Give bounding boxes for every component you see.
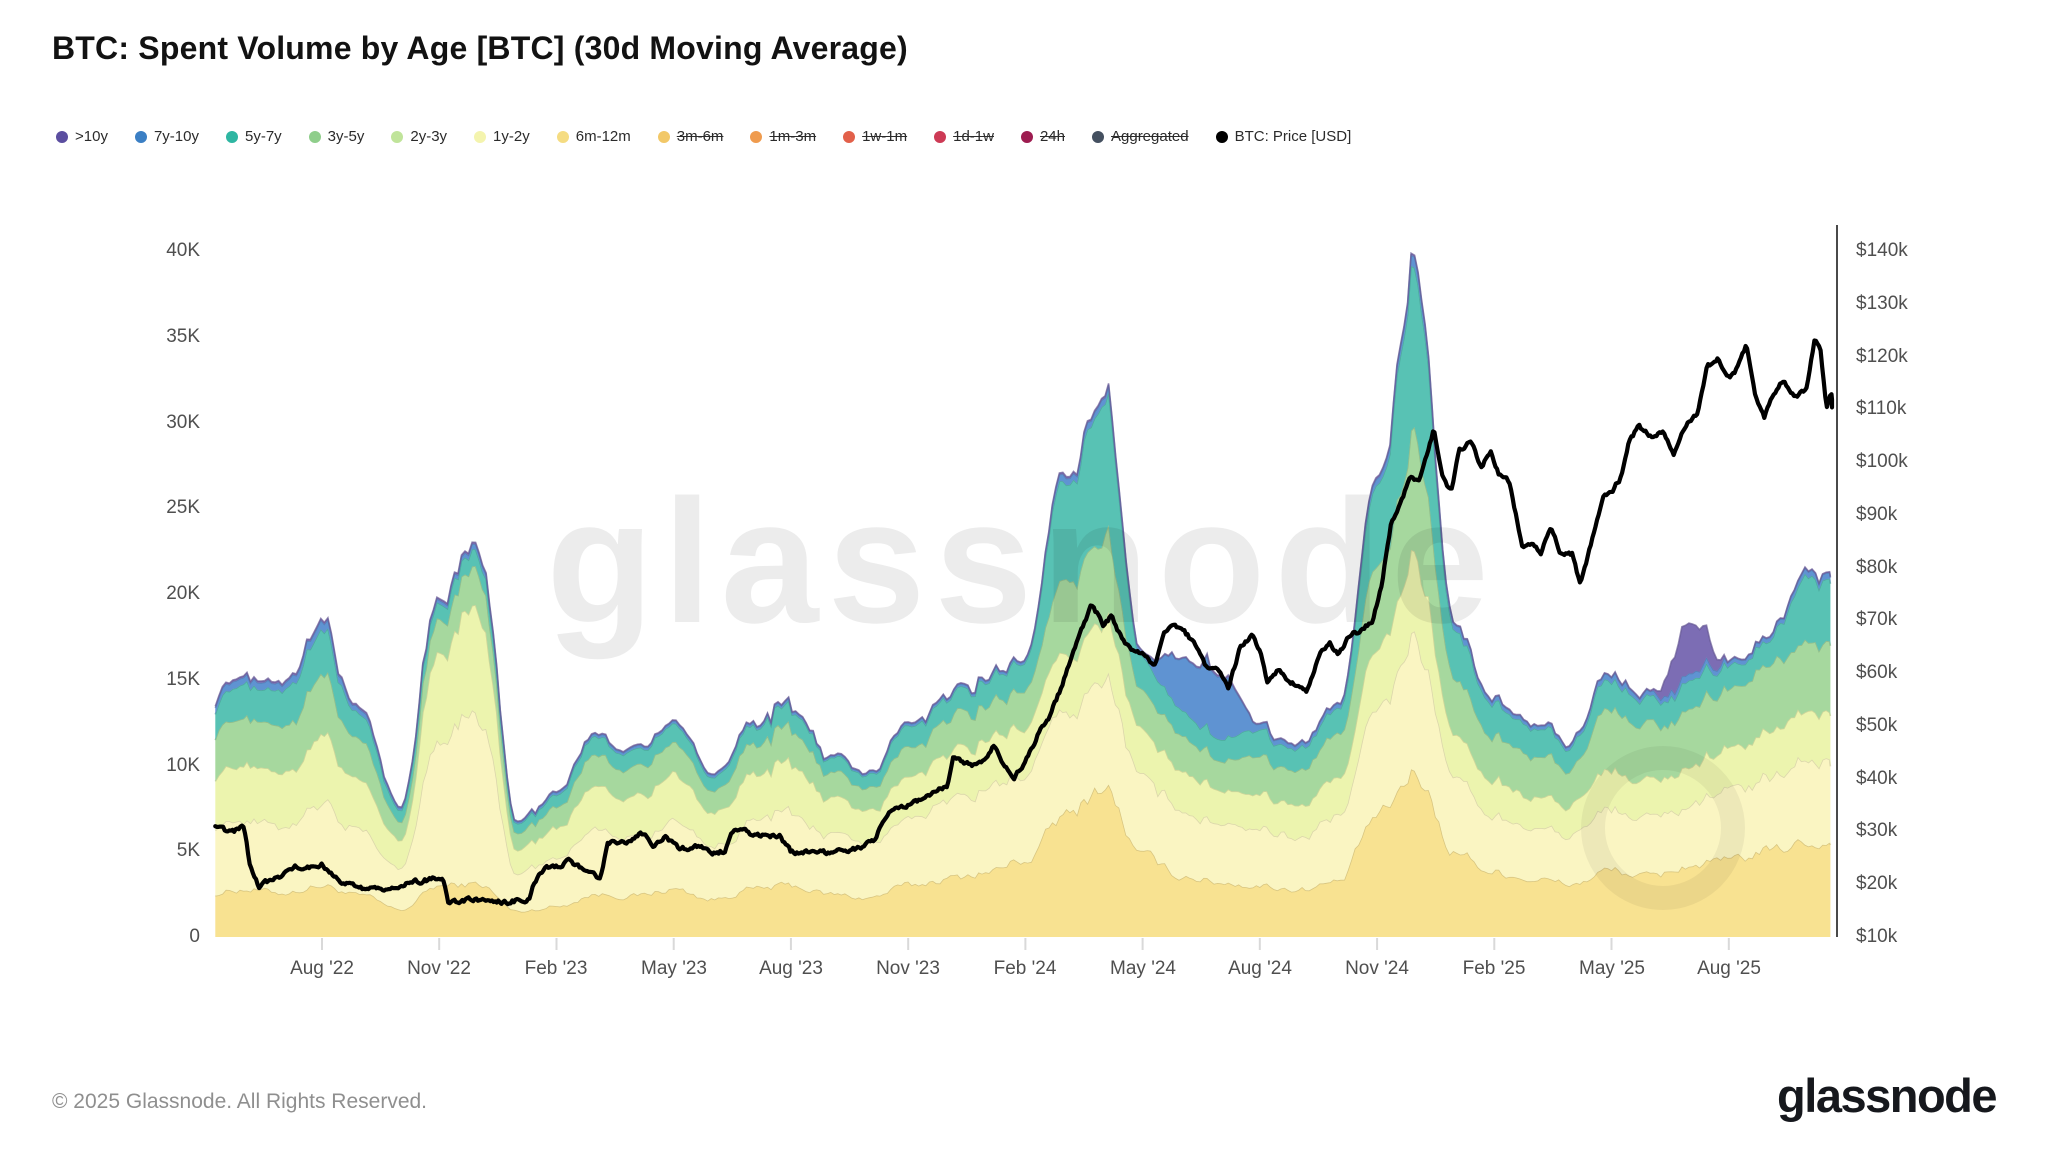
legend-dot-1m-3m: [750, 130, 763, 143]
x-axis-label-4: Aug '23: [759, 958, 823, 979]
legend-item-5y-7y[interactable]: 5y-7y: [225, 128, 282, 145]
x-axis-label-7: May '24: [1110, 958, 1176, 979]
left-axis-label-20K: 20K: [166, 583, 200, 604]
legend-item-1y-2y[interactable]: 1y-2y: [474, 128, 530, 145]
legend-label->10y: >10y: [75, 128, 108, 145]
watermark-logo-ring: [1581, 746, 1745, 910]
x-axis-label-0: Aug '22: [290, 958, 354, 979]
legend-label-2y-3y: 2y-3y: [410, 128, 448, 145]
legend-dot-1y-2y: [474, 130, 487, 143]
right-axis-label-$120k: $120k: [1856, 346, 1908, 367]
legend-dot-24h: [1020, 130, 1033, 143]
x-axis-label-3: May '23: [641, 958, 707, 979]
legend-item-BTC: Price [USD][interactable]: BTC: Price [USD]: [1215, 128, 1352, 145]
x-axis-label-5: Nov '23: [876, 958, 940, 979]
right-axis-label-$40k: $40k: [1856, 768, 1898, 789]
left-axis-label-40K: 40K: [166, 240, 200, 261]
x-axis-label-12: Aug '25: [1697, 958, 1761, 979]
legend-dot-BTC: Price [USD]: [1215, 130, 1228, 143]
legend-dot-1d-1w: [934, 130, 947, 143]
right-axis-label-$100k: $100k: [1856, 451, 1908, 472]
legend-label-3y-5y: 3y-5y: [327, 128, 365, 145]
legend-dot-3y-5y: [308, 130, 321, 143]
legend-item-3m-6m[interactable]: 3m-6m: [657, 128, 724, 145]
x-axis-label-1: Nov '22: [407, 958, 471, 979]
legend-dot-1w-1m: [843, 130, 856, 143]
left-axis-label-35K: 35K: [166, 326, 200, 347]
right-axis-label-$110k: $110k: [1856, 398, 1907, 419]
left-axis-label-25K: 25K: [166, 497, 200, 518]
legend-item-7y-10y[interactable]: 7y-10y: [134, 128, 199, 145]
legend-dot-3m-6m: [657, 130, 670, 143]
legend-label-7y-10y: 7y-10y: [153, 128, 199, 145]
right-axis-label-$140k: $140k: [1856, 240, 1908, 261]
page-title: BTC: Spent Volume by Age [BTC] (30d Movi…: [52, 30, 908, 66]
x-axis-label-11: May '25: [1579, 958, 1645, 979]
right-axis-label-$60k: $60k: [1856, 662, 1898, 683]
legend-dot-2y-3y: [391, 130, 404, 143]
legend-item-2y-3y[interactable]: 2y-3y: [391, 128, 447, 145]
left-axis-label-30K: 30K: [166, 412, 200, 433]
legend-label-BTC: Price [USD]: BTC: Price [USD]: [1234, 128, 1352, 145]
legend-item-24h[interactable]: 24h: [1020, 128, 1065, 145]
legend-label-1w-1m: 1w-1m: [862, 128, 908, 145]
legend-item-1m-3m[interactable]: 1m-3m: [750, 128, 816, 145]
btc-price-line: [213, 338, 1835, 907]
legend-dot-5y-7y: [225, 130, 238, 143]
band-edge->10y: [214, 251, 1832, 823]
legend-dot-7y-10y: [134, 130, 147, 143]
x-axis-label-6: Feb '24: [993, 958, 1057, 979]
band-6m-12m: [215, 769, 1831, 937]
x-axis-label-2: Feb '23: [524, 958, 588, 979]
right-axis-label-$10k: $10k: [1856, 926, 1898, 947]
legend-label-1d-1w: 1d-1w: [953, 128, 994, 145]
legend-label-24h: 24h: [1039, 128, 1065, 145]
right-axis-label-$130k: $130k: [1856, 293, 1908, 314]
x-axis-label-8: Aug '24: [1228, 958, 1292, 979]
left-axis-label-0: 0: [189, 926, 200, 947]
x-axis-label-9: Nov '24: [1345, 958, 1409, 979]
legend-dot->10y: [56, 130, 68, 143]
legend-label-5y-7y: 5y-7y: [244, 128, 282, 145]
legend-item->10y[interactable]: >10y: [56, 128, 108, 145]
legend-item-6m-12m[interactable]: 6m-12m: [556, 128, 631, 145]
copyright-text: © 2025 Glassnode. All Rights Reserved.: [52, 1090, 428, 1113]
left-axis-label-15K: 15K: [166, 669, 200, 690]
legend-item-3y-5y[interactable]: 3y-5y: [308, 128, 365, 145]
band-5y-7y: [215, 265, 1831, 834]
band-3y-5y: [215, 427, 1831, 851]
legend-label-1m-3m: 1m-3m: [769, 128, 817, 145]
legend-label-1y-2y: 1y-2y: [493, 128, 530, 145]
left-axis-label-10K: 10K: [166, 755, 200, 776]
x-axis-label-10: Feb '25: [1462, 958, 1526, 979]
legend-item-1w-1m[interactable]: 1w-1m: [843, 128, 907, 145]
right-axis-label-$20k: $20k: [1856, 873, 1898, 894]
left-axis-label-5K: 5K: [176, 840, 200, 861]
legend-dot-Aggregated: [1092, 130, 1104, 143]
right-axis-label-$80k: $80k: [1856, 557, 1898, 578]
chart-legend: >10y 7y-10y 5y-7y 3y-5y 2y-3y 1y-2y 6m-12m 3m-6…: [56, 128, 1351, 145]
legend-item-1d-1w[interactable]: 1d-1w: [934, 128, 994, 145]
band-2y-3y: [215, 549, 1831, 875]
right-axis-label-$50k: $50k: [1856, 715, 1898, 736]
watermark-text: glassnode: [546, 464, 1497, 660]
right-axis-label-$90k: $90k: [1856, 504, 1898, 525]
legend-label-6m-12m: 6m-12m: [575, 128, 631, 145]
right-axis-label-$70k: $70k: [1856, 609, 1898, 630]
legend-item-Aggregated[interactable]: Aggregated: [1092, 128, 1189, 145]
glassnode-logo: glassnode: [1777, 1069, 1997, 1122]
legend-label-Aggregated: Aggregated: [1111, 128, 1189, 145]
legend-label-3m-6m: 3m-6m: [676, 128, 724, 145]
right-axis-label-$30k: $30k: [1856, 820, 1898, 841]
legend-dot-6m-12m: [556, 130, 569, 143]
